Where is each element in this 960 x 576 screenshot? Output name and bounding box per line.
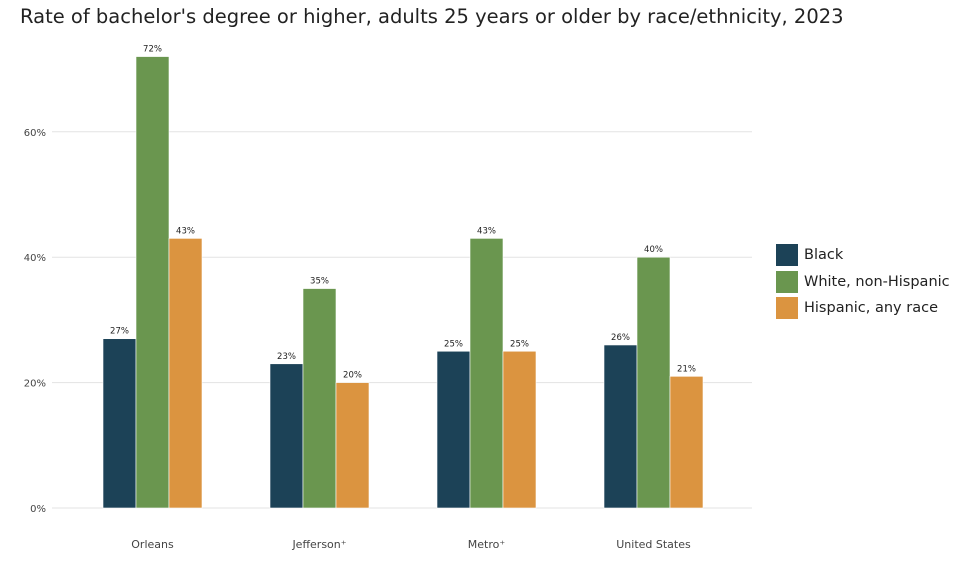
data-label-0-1: 72% <box>143 45 162 55</box>
legend-swatch-white <box>776 270 798 293</box>
bar-3-1 <box>636 256 671 509</box>
data-label-1-1: 35% <box>310 277 329 287</box>
bar-2-0 <box>436 350 471 509</box>
data-label-2-2: 25% <box>510 339 529 349</box>
x-axis-categories: Orleans Jefferson⁺ Metro⁺ United States <box>131 538 691 551</box>
data-label-3-0: 26% <box>611 333 630 343</box>
data-label-2-0: 25% <box>444 339 463 349</box>
bar-2-1 <box>469 238 504 509</box>
legend-item-black: Black <box>776 242 950 269</box>
data-label-1-2: 20% <box>343 371 362 381</box>
x-category-label-0: Orleans <box>131 538 174 551</box>
y-tick-label-0: 0% <box>30 504 46 515</box>
legend-item-white: White, non-Hispanic <box>776 269 950 296</box>
bar-1-2 <box>335 382 370 509</box>
bar-2-2 <box>502 350 537 509</box>
y-axis-ticks: 0% 20% 40% 60% <box>24 128 46 515</box>
y-tick-label-3: 60% <box>24 128 46 139</box>
legend-swatch-hispanic <box>776 297 798 320</box>
legend-swatch-black <box>776 244 798 267</box>
bars <box>102 56 704 509</box>
y-tick-label-2: 40% <box>24 253 46 264</box>
x-category-label-2: Metro⁺ <box>468 538 506 551</box>
bar-3-2 <box>669 376 704 509</box>
x-category-label-1: Jefferson⁺ <box>291 538 346 551</box>
bar-0-1 <box>135 56 170 509</box>
legend-label-hispanic: Hispanic, any race <box>804 300 938 317</box>
y-tick-label-1: 20% <box>24 379 46 390</box>
data-labels: 27% 72% 43% 23% 35% 20% 25% 43% 25% 26% 40% 21% <box>110 45 696 381</box>
bar-1-1 <box>302 288 337 509</box>
legend-label-white: White, non-Hispanic <box>804 273 950 290</box>
bar-0-2 <box>168 238 203 509</box>
data-label-3-2: 21% <box>677 364 696 374</box>
data-label-3-1: 40% <box>644 245 663 255</box>
chart-title: Rate of bachelor's degree or higher, adu… <box>20 5 844 28</box>
legend: Black White, non-Hispanic Hispanic, any … <box>776 242 950 322</box>
legend-item-hispanic: Hispanic, any race <box>776 295 950 322</box>
data-label-0-2: 43% <box>176 226 195 236</box>
data-label-0-0: 27% <box>110 327 129 337</box>
bar-3-0 <box>603 344 638 509</box>
data-label-1-0: 23% <box>277 352 296 362</box>
data-label-2-1: 43% <box>477 226 496 236</box>
legend-label-black: Black <box>804 247 844 264</box>
bar-0-0 <box>102 338 137 509</box>
x-category-label-3: United States <box>616 538 691 551</box>
bar-1-0 <box>269 363 304 509</box>
